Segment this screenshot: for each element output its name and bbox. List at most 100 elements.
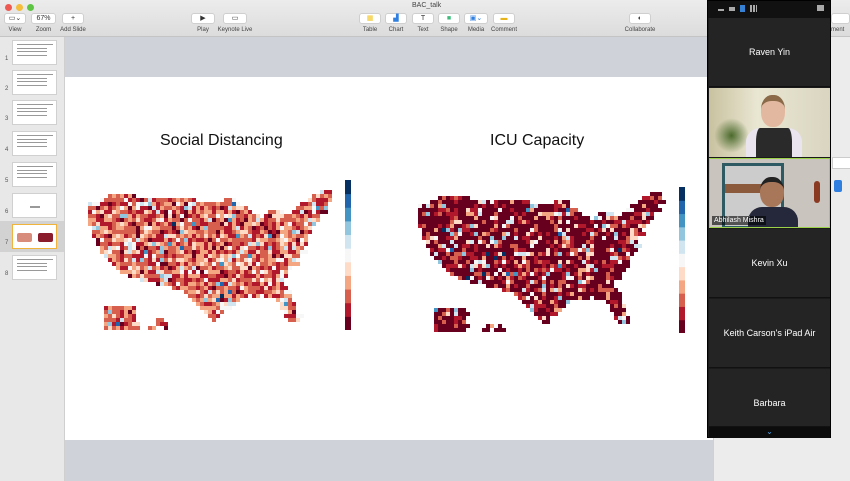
county-cell — [494, 200, 498, 204]
county-cell — [562, 292, 566, 296]
county-cell — [280, 266, 284, 270]
single-view-icon[interactable] — [729, 7, 735, 11]
county-cell — [574, 232, 578, 236]
participant-tile[interactable]: Kevin Xu — [709, 229, 830, 298]
inspector-field[interactable] — [832, 157, 850, 169]
county-cell — [610, 212, 614, 216]
county-cell — [574, 224, 578, 228]
county-cell — [132, 266, 136, 270]
grid-view-icon[interactable] — [750, 5, 757, 12]
county-cell — [530, 204, 534, 208]
slide-thumbnail[interactable] — [12, 255, 57, 280]
county-cell — [550, 288, 554, 292]
slide-thumbnail[interactable] — [12, 224, 57, 249]
county-cell — [96, 214, 100, 218]
county-cell — [506, 232, 510, 236]
county-cell — [478, 224, 482, 228]
comment-button[interactable]: ▬ Comment — [490, 13, 518, 33]
county-cell — [602, 244, 606, 248]
slide-thumbnail[interactable] — [12, 131, 57, 156]
strip-view-icon[interactable] — [740, 5, 745, 12]
county-cell — [450, 264, 454, 268]
county-cell — [212, 278, 216, 282]
county-cell — [232, 202, 236, 206]
county-cell — [618, 224, 622, 228]
slide-thumbnail[interactable] — [12, 100, 57, 125]
county-cell — [120, 258, 124, 262]
active-speaker-video[interactable]: Abhilash Mishra — [709, 158, 830, 228]
county-cell — [506, 284, 510, 288]
slide-thumbnail[interactable] — [12, 70, 57, 95]
county-cell — [120, 242, 124, 246]
county-cell — [116, 246, 120, 250]
participant-tile[interactable]: Keith Carson's iPad Air — [709, 299, 830, 368]
shape-button[interactable]: ■ Shape — [438, 13, 460, 33]
format-button[interactable]: ment — [831, 13, 850, 33]
county-cell — [598, 296, 602, 300]
county-cell — [518, 280, 522, 284]
exit-fullscreen-icon[interactable] — [817, 5, 824, 11]
county-cell — [598, 232, 602, 236]
close-button[interactable] — [5, 4, 12, 11]
county-cell — [312, 218, 316, 222]
county-cell — [446, 312, 450, 316]
county-cell — [462, 272, 466, 276]
slide-thumbnail[interactable] — [12, 162, 57, 187]
stepper-control[interactable] — [834, 180, 842, 192]
county-cell — [590, 272, 594, 276]
county-cell — [168, 218, 172, 222]
county-cell — [650, 204, 654, 208]
county-cell — [642, 196, 646, 200]
county-cell — [236, 234, 240, 238]
county-cell — [256, 234, 260, 238]
view-button[interactable]: ▭⌄ View — [4, 13, 26, 33]
county-cell — [490, 268, 494, 272]
county-cell — [224, 214, 228, 218]
county-cell — [184, 234, 188, 238]
county-cell — [304, 202, 308, 206]
county-cell — [284, 290, 292, 294]
county-cell — [256, 290, 260, 294]
county-cell — [638, 200, 642, 204]
minimize-button[interactable] — [16, 4, 23, 11]
slide-thumbnail[interactable] — [12, 40, 57, 65]
county-cell — [442, 208, 446, 212]
county-cell — [108, 226, 112, 230]
text-button[interactable]: T Text — [412, 13, 434, 33]
zoom-select[interactable]: 67% Zoom — [31, 13, 56, 33]
collaborate-button[interactable]: ◐ Collaborate — [624, 13, 656, 33]
minimize-icon[interactable] — [718, 9, 724, 11]
county-cell — [136, 246, 140, 250]
county-cell — [462, 308, 466, 312]
county-cell — [450, 328, 454, 332]
county-cell — [538, 280, 542, 284]
chart-button[interactable]: ▟ Chart — [385, 13, 407, 33]
county-cell — [244, 286, 248, 290]
media-button[interactable]: ▣⌄ Media — [464, 13, 488, 33]
county-cell — [212, 306, 216, 310]
county-cell — [144, 250, 148, 254]
county-cell — [296, 318, 300, 322]
play-button[interactable]: ▶ Play — [191, 13, 215, 33]
county-cell — [534, 244, 538, 248]
scroll-down-button[interactable]: ⌄ — [709, 427, 830, 438]
county-cell — [152, 234, 156, 238]
county-cell — [462, 320, 466, 324]
county-cell — [280, 278, 284, 282]
county-cell — [586, 252, 590, 256]
keynote-live-button[interactable]: ▭ Keynote Live — [216, 13, 254, 33]
county-cell — [514, 292, 518, 296]
county-cell — [160, 242, 164, 246]
participant-tile[interactable]: Raven Yin — [709, 18, 830, 87]
county-cell — [252, 226, 256, 230]
county-cell — [184, 202, 188, 206]
maximize-button[interactable] — [27, 4, 34, 11]
county-cell — [590, 240, 594, 244]
slide-thumbnail[interactable] — [12, 193, 57, 218]
colorbar-segment — [679, 306, 685, 321]
participant-video[interactable] — [709, 88, 830, 157]
add-slide-button[interactable]: + Add Slide — [60, 13, 86, 33]
table-button[interactable]: ▦ Table — [359, 13, 381, 33]
county-cell — [160, 282, 164, 286]
participant-tile[interactable]: Barbara — [709, 369, 830, 427]
